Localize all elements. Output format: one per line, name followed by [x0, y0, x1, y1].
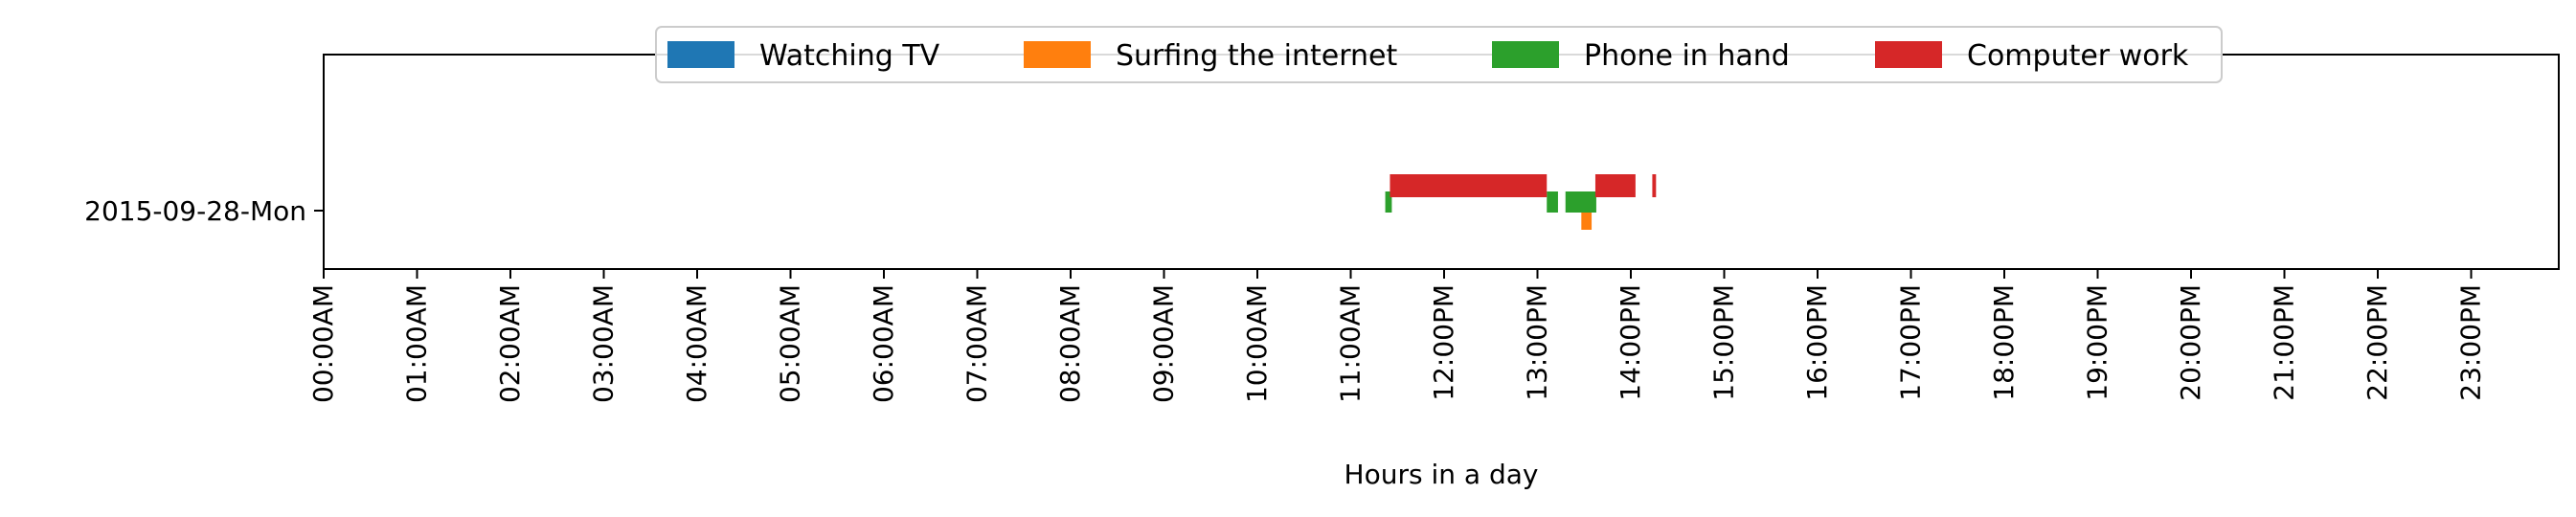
- x-tick-label-18: 18:00PM: [1988, 284, 2020, 401]
- y-axis: 2015-09-28-Mon: [84, 195, 324, 227]
- x-tick-label-12: 12:00PM: [1428, 284, 1459, 401]
- x-tick-label-19: 19:00PM: [2082, 284, 2113, 401]
- legend-label-1: Surfing the internet: [1116, 39, 1397, 73]
- x-tick-label-20: 20:00PM: [2175, 284, 2206, 401]
- x-tick-label-11: 11:00AM: [1335, 284, 1367, 403]
- x-tick-label-7: 07:00AM: [961, 284, 993, 403]
- legend-label-0: Watching TV: [759, 39, 940, 73]
- x-tick-label-16: 16:00PM: [1801, 284, 1833, 401]
- x-tick-label-6: 06:00AM: [868, 284, 899, 403]
- legend-frame: [655, 26, 2223, 83]
- legend-swatch-0: [667, 41, 734, 68]
- x-axis: 00:00AM 01:00AM 02:00AM 03:00AM 04:00AM 05:00…: [307, 269, 2487, 403]
- legend: Watching TV Surfing the internet Phone in …: [655, 26, 2223, 83]
- bar-phone-in-hand-1: [1547, 191, 1558, 213]
- x-tick-label-2: 02:00AM: [494, 284, 526, 403]
- x-tick-label-5: 05:00AM: [775, 284, 806, 403]
- x-tick-label-0: 00:00AM: [307, 284, 339, 403]
- legend-swatch-3: [1875, 41, 1942, 68]
- x-tick-label-15: 15:00PM: [1708, 284, 1740, 401]
- x-tick-label-17: 17:00PM: [1895, 284, 1927, 401]
- x-tick-label-1: 01:00AM: [401, 284, 433, 403]
- x-tick-label-21: 21:00PM: [2269, 284, 2300, 401]
- x-tick-label-14: 14:00PM: [1615, 284, 1646, 401]
- x-tick-label-9: 09:00AM: [1148, 284, 1180, 403]
- bar-computer-work-0: [1390, 174, 1548, 197]
- legend-label-2: Phone in hand: [1584, 39, 1790, 73]
- legend-label-3: Computer work: [1967, 39, 2189, 73]
- x-tick-label-22: 22:00PM: [2361, 284, 2393, 401]
- bar-computer-work-1: [1594, 174, 1636, 197]
- x-axis-title: Hours in a day: [1344, 459, 1539, 490]
- bar-computer-work-2: [1652, 174, 1657, 197]
- x-tick-label-13: 13:00PM: [1522, 284, 1553, 401]
- plot-area: [323, 54, 2560, 270]
- x-tick-label-3: 03:00AM: [588, 284, 620, 403]
- legend-swatch-2: [1492, 41, 1559, 68]
- x-tick-label-23: 23:00PM: [2455, 284, 2487, 401]
- legend-swatch-1: [1024, 41, 1091, 68]
- bar-surfing-the-internet-0: [1581, 213, 1593, 230]
- x-tick-label-10: 10:00AM: [1241, 284, 1273, 403]
- y-tick-label-0: 2015-09-28-Mon: [84, 195, 306, 227]
- bar-phone-in-hand-0: [1385, 191, 1392, 213]
- bar-phone-in-hand-2: [1565, 191, 1596, 213]
- x-tick-label-4: 04:00AM: [681, 284, 712, 403]
- bars-layer: [1385, 174, 1657, 230]
- x-tick-label-8: 08:00AM: [1054, 284, 1086, 403]
